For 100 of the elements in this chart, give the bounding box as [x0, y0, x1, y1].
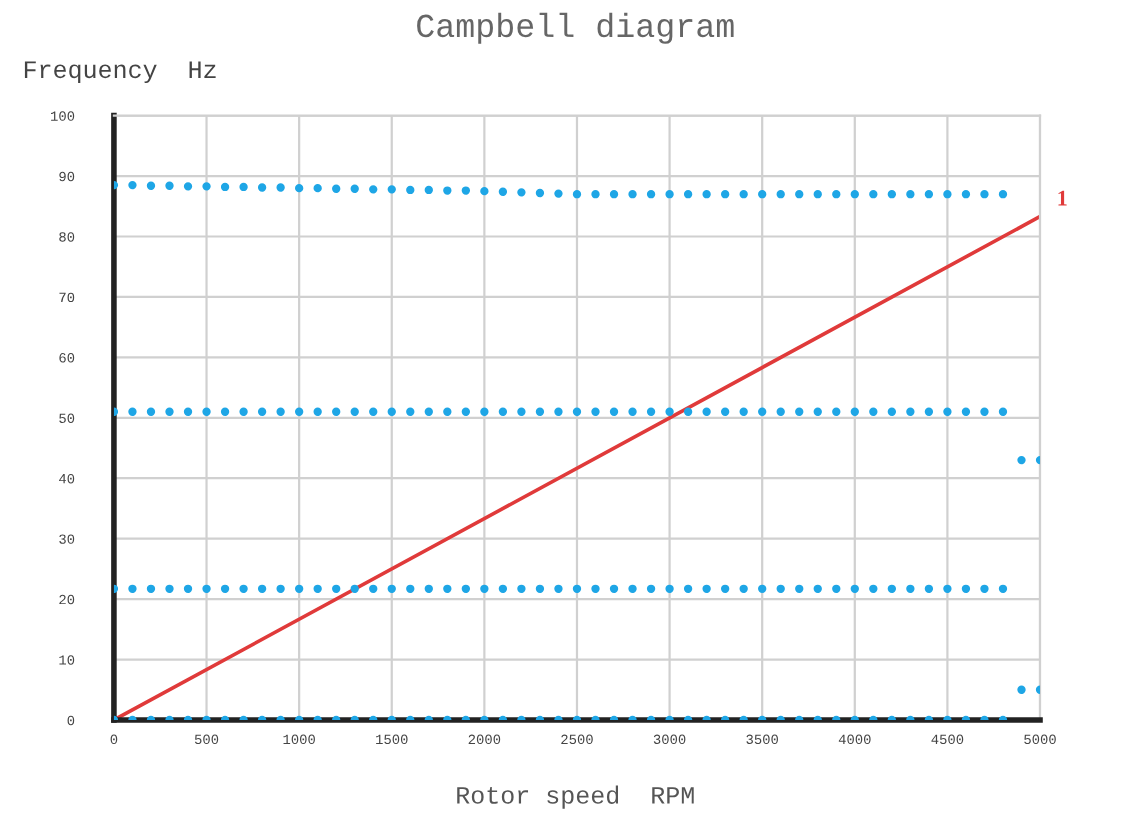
point	[628, 190, 637, 199]
point	[924, 407, 934, 416]
point	[350, 407, 359, 416]
point	[739, 190, 748, 199]
point	[257, 584, 267, 593]
point	[239, 182, 248, 192]
point	[758, 584, 767, 593]
series-label: 1	[1058, 190, 1067, 206]
point	[498, 407, 508, 416]
point	[350, 184, 359, 193]
point	[220, 407, 230, 416]
point	[332, 584, 341, 593]
point	[720, 407, 730, 416]
point	[239, 407, 248, 416]
point	[498, 584, 508, 593]
point	[443, 407, 452, 416]
point	[832, 190, 841, 199]
point	[776, 407, 785, 416]
point	[980, 584, 989, 593]
point	[517, 584, 526, 593]
point	[220, 182, 230, 192]
point	[350, 584, 359, 593]
y-axis-title: Frequency Hz	[24, 61, 216, 84]
point	[554, 407, 563, 416]
point	[776, 584, 785, 593]
point	[424, 584, 433, 593]
point	[683, 407, 693, 416]
point	[887, 407, 897, 416]
point	[683, 190, 693, 199]
point	[758, 190, 767, 199]
point	[443, 186, 452, 195]
point	[924, 584, 934, 593]
point	[628, 407, 637, 416]
point	[1017, 455, 1026, 465]
point	[202, 182, 211, 191]
point	[646, 584, 656, 593]
point	[183, 584, 193, 593]
point	[220, 584, 230, 593]
point	[961, 584, 971, 593]
point	[646, 190, 656, 199]
point	[294, 584, 304, 593]
point	[869, 407, 878, 416]
point	[906, 190, 915, 199]
point	[480, 407, 489, 416]
point	[869, 584, 878, 593]
point	[424, 407, 433, 416]
point	[461, 186, 471, 195]
point	[387, 584, 396, 593]
point	[591, 190, 600, 199]
point	[702, 407, 711, 416]
point	[498, 187, 508, 196]
point	[424, 185, 433, 195]
point	[146, 181, 156, 190]
point	[943, 407, 952, 416]
point	[202, 407, 211, 416]
point	[369, 407, 378, 416]
point	[850, 407, 859, 416]
point	[165, 407, 174, 416]
point	[572, 190, 582, 199]
point	[776, 190, 785, 199]
point	[461, 584, 471, 593]
point	[535, 188, 545, 198]
point	[702, 584, 711, 593]
point	[535, 584, 545, 593]
point	[387, 407, 396, 416]
point	[146, 407, 156, 416]
point	[257, 407, 267, 416]
point	[554, 584, 563, 593]
point	[128, 407, 137, 416]
point	[257, 183, 267, 192]
chart-title: Campbell diagram	[417, 12, 734, 44]
point	[146, 584, 156, 593]
point	[998, 190, 1008, 199]
point	[294, 407, 304, 416]
point	[665, 584, 674, 593]
point	[535, 407, 545, 416]
point	[702, 190, 711, 199]
point	[758, 407, 767, 416]
point	[183, 407, 193, 416]
point	[980, 190, 989, 199]
point	[665, 407, 674, 416]
point	[795, 190, 804, 199]
point	[887, 190, 897, 199]
point	[572, 407, 582, 416]
point	[961, 190, 971, 199]
point	[480, 187, 489, 196]
point	[646, 407, 656, 416]
point	[609, 407, 619, 416]
point	[720, 190, 730, 199]
point	[795, 584, 804, 593]
point	[406, 584, 415, 593]
point	[813, 584, 822, 593]
point	[739, 407, 748, 416]
point	[276, 584, 285, 593]
point	[591, 407, 600, 416]
point	[850, 584, 859, 593]
point	[276, 407, 285, 416]
point	[276, 183, 285, 192]
point	[443, 584, 452, 593]
point	[869, 190, 878, 199]
